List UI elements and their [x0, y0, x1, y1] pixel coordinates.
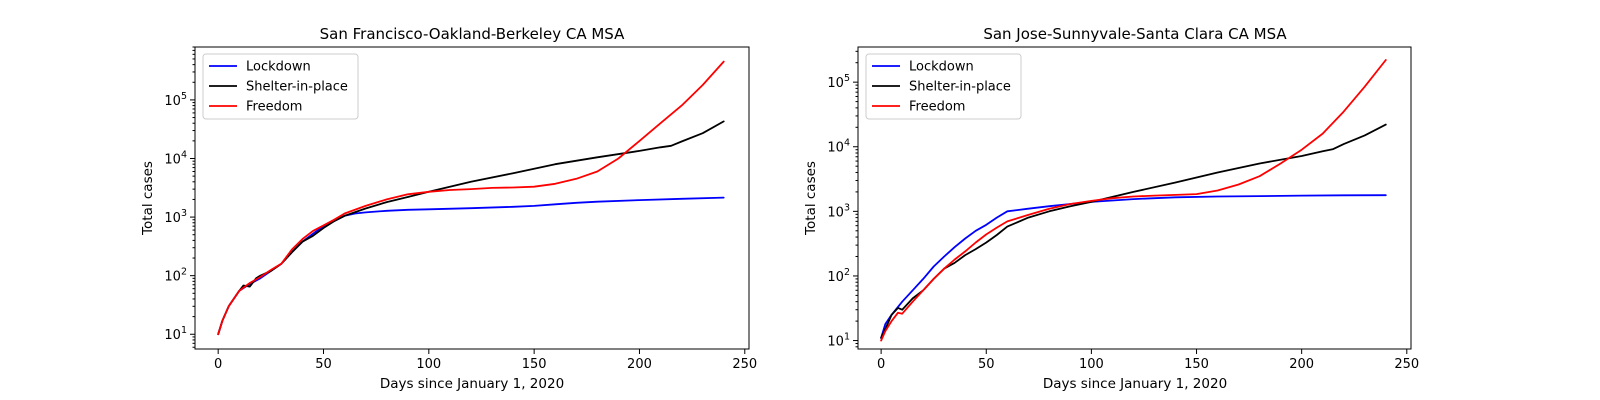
x-tick-label: 150: [1184, 357, 1209, 372]
series-line-freedom: [880, 59, 1387, 342]
y-tick-label: 102: [164, 267, 187, 285]
axis-ticks: 0 50 100 150 200 250 101 102 103 104 105: [827, 50, 1419, 372]
legend-label-freedom: Freedom: [246, 100, 302, 115]
legend-label-shelter-in-place: Shelter-in-place: [909, 80, 1011, 95]
x-tick-label: 250: [732, 357, 757, 372]
chart-sf-oakland-berkeley: San Francisco-Oakland-Berkeley CA MSA Da…: [140, 25, 757, 392]
legend-label-shelter-in-place: Shelter-in-place: [246, 80, 348, 95]
legend: Lockdown Shelter-in-place Freedom: [865, 53, 1022, 120]
series-line-lockdown: [880, 194, 1387, 339]
y-tick-label: 104: [827, 138, 850, 156]
series-line-freedom: [217, 60, 725, 336]
series-line-lockdown: [217, 196, 725, 336]
axes-frame: [857, 46, 1412, 350]
x-tick-label: 100: [1079, 357, 1104, 372]
x-axis-label: Days since January 1, 2020: [380, 376, 564, 392]
x-tick-label: 200: [627, 357, 652, 372]
x-tick-label: 0: [214, 357, 222, 372]
axis-ticks: 0 50 100 150 200 250 101 102 103 104 105: [164, 46, 757, 372]
plot-lines: [880, 59, 1387, 342]
axes-frame: [194, 46, 750, 350]
y-tick-label: 105: [827, 73, 850, 91]
y-axis-label: Total cases: [140, 161, 156, 236]
y-tick-label: 101: [164, 325, 187, 343]
x-tick-label: 0: [877, 357, 885, 372]
x-tick-label: 100: [416, 357, 441, 372]
x-tick-label: 200: [1289, 357, 1314, 372]
chart-san-jose-sunnyvale-santa-clara: San Jose-Sunnyvale-Santa Clara CA MSA Da…: [803, 25, 1419, 392]
x-tick-label: 50: [978, 357, 995, 372]
y-tick-label: 105: [164, 91, 187, 109]
y-tick-label: 101: [827, 332, 850, 350]
chart-title: San Francisco-Oakland-Berkeley CA MSA: [320, 25, 625, 43]
series-line-shelter-in-place: [217, 120, 725, 336]
legend: Lockdown Shelter-in-place Freedom: [202, 53, 359, 120]
legend-box: [865, 53, 1022, 120]
y-tick-label: 103: [827, 202, 850, 220]
x-tick-label: 250: [1394, 357, 1419, 372]
legend-box: [202, 53, 359, 120]
y-tick-label: 104: [164, 149, 187, 167]
x-tick-label: 50: [315, 357, 332, 372]
y-axis-label: Total cases: [803, 161, 819, 236]
legend-label-lockdown: Lockdown: [909, 60, 974, 75]
legend-label-lockdown: Lockdown: [246, 60, 311, 75]
legend-label-freedom: Freedom: [909, 100, 965, 115]
y-tick-label: 103: [164, 208, 187, 226]
y-tick-label: 102: [827, 267, 850, 285]
series-line-shelter-in-place: [880, 123, 1387, 339]
chart-title: San Jose-Sunnyvale-Santa Clara CA MSA: [983, 25, 1287, 43]
x-axis-label: Days since January 1, 2020: [1043, 376, 1227, 392]
plot-lines: [217, 60, 725, 336]
x-tick-label: 150: [522, 357, 547, 372]
